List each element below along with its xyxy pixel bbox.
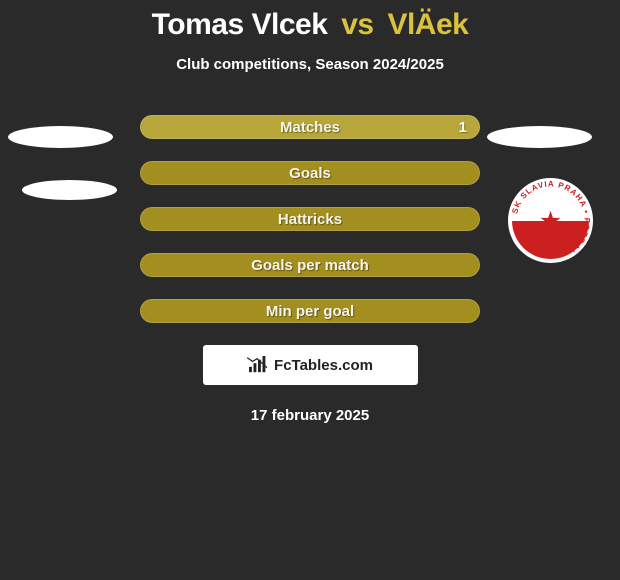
stat-bar: Matches 1	[140, 115, 480, 139]
stat-value-right: 1	[459, 119, 467, 136]
vs-label: vs	[341, 8, 373, 41]
stat-label: Goals	[289, 165, 331, 182]
date-label: 17 february 2025	[0, 407, 620, 424]
svg-text:SK SLAVIA PRAHA • FOTBAL: SK SLAVIA PRAHA • FOTBAL	[510, 179, 591, 255]
bar-chart-icon	[247, 356, 269, 374]
stat-label: Matches	[280, 119, 340, 136]
stat-bar: Goals per match	[140, 253, 480, 277]
page-title: Tomas Vlcek vs VlÄek	[0, 8, 620, 42]
avatar-placeholder	[22, 180, 117, 200]
avatar-placeholder	[487, 126, 592, 148]
subtitle: Club competitions, Season 2024/2025	[0, 56, 620, 73]
attribution-text: FcTables.com	[274, 357, 373, 374]
stat-bar: Min per goal	[140, 299, 480, 323]
stat-bar: Hattricks	[140, 207, 480, 231]
attribution-badge[interactable]: FcTables.com	[203, 345, 418, 385]
stat-label: Goals per match	[251, 257, 369, 274]
club-badge-ring-text: SK SLAVIA PRAHA • FOTBAL	[508, 178, 593, 263]
stat-label: Min per goal	[266, 303, 354, 320]
player2-name: VlÄek	[387, 8, 468, 41]
stat-bar: Goals	[140, 161, 480, 185]
stat-row: Min per goal	[0, 299, 620, 323]
avatar-placeholder	[8, 126, 113, 148]
player1-name: Tomas Vlcek	[152, 8, 328, 41]
club-badge-slavia: ★ SK SLAVIA PRAHA • FOTBAL	[500, 178, 600, 263]
stat-label: Hattricks	[278, 211, 342, 228]
